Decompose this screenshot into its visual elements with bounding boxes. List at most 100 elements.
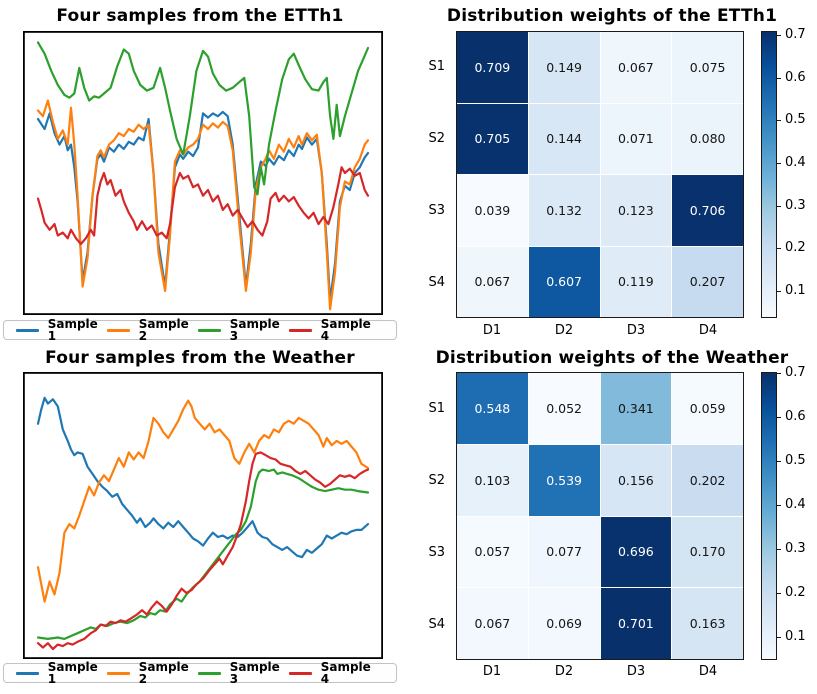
legend-label: Sample 3 <box>229 317 280 343</box>
legend-label: Sample 1 <box>47 660 98 686</box>
colorbar-tick-label: 0.1 <box>785 629 806 645</box>
heatmap-cell-S3-D1: 0.057 <box>457 516 528 588</box>
colorbar-tick-label: 0.7 <box>785 364 806 380</box>
row-label-S1: S1 <box>428 59 445 75</box>
heatmap-cell-S4-D1: 0.067 <box>457 246 528 317</box>
legend-label: Sample 2 <box>138 317 189 343</box>
colorbar-tick-mark <box>776 417 781 418</box>
colorbar-tick-mark <box>776 248 781 249</box>
etth1-colorbar: 0.1 0.2 0.3 0.4 0.5 0.6 0.7 <box>761 27 806 318</box>
heatmap-cell-S4-D2: 0.607 <box>528 246 600 317</box>
heatmap-cell-S2-D3: 0.071 <box>600 103 672 174</box>
colorbar-tick-label: 0.1 <box>785 282 806 298</box>
heatmap-cell-S4-D1: 0.067 <box>457 588 528 659</box>
row-label-S1: S1 <box>428 400 445 416</box>
colorbar-tick-label: 0.5 <box>785 112 806 128</box>
colorbar-tick-mark <box>776 593 781 595</box>
line-sample-2 <box>36 99 370 311</box>
row-label-S4: S4 <box>428 274 445 290</box>
legend-swatch <box>289 671 312 675</box>
heatmap-cell-S2-D3: 0.156 <box>600 444 672 516</box>
row-label-S3: S3 <box>428 202 445 218</box>
heatmap-cell-S1-D3: 0.341 <box>600 373 672 444</box>
legend-swatch <box>198 328 221 332</box>
colorbar-tick-mark <box>776 205 781 207</box>
legend-item-sample-4: Sample 4 <box>289 318 380 342</box>
colorbar-tick-label: 0.6 <box>785 409 806 424</box>
heatmap-cell-S1-D4: 0.059 <box>672 373 743 444</box>
colorbar-tick-mark <box>776 35 781 37</box>
legend-item-sample-1: Sample 1 <box>16 318 107 342</box>
weather-lines-title: Four samples from the Weather <box>45 348 355 368</box>
colorbar-tick-label: 0.7 <box>785 27 806 43</box>
legend-label: Sample 4 <box>320 660 371 686</box>
col-label-D1: D1 <box>482 664 502 679</box>
plot-border <box>23 372 383 659</box>
legend-label: Sample 2 <box>138 660 189 686</box>
heatmap-cell-S4-D3: 0.119 <box>600 246 672 317</box>
heatmap-cell-S3-D4: 0.706 <box>672 175 743 246</box>
heatmap-cell-S1-D3: 0.067 <box>600 32 672 103</box>
col-label-D2: D2 <box>554 323 574 338</box>
colorbar-tick-label: 0.4 <box>785 154 806 170</box>
legend-item-sample-2: Sample 2 <box>107 318 198 342</box>
weather-heatmap-row-labels: S1 S2 S3 S4 <box>420 372 452 660</box>
weather-line-plot <box>23 372 383 659</box>
colorbar-tick-mark <box>776 120 781 122</box>
heatmap-cell-S2-D2: 0.144 <box>528 103 600 174</box>
plot-border <box>23 31 383 315</box>
etth1-heatmap-col-labels: D1 D2 D3 D4 <box>456 323 744 339</box>
weather-heatmap-col-labels: D1 D2 D3 D4 <box>456 664 744 680</box>
colorbar-tick-mark <box>776 290 781 292</box>
legend-label: Sample 4 <box>320 317 371 343</box>
legend-item-sample-3: Sample 3 <box>198 661 289 685</box>
heatmap-cell-S3-D2: 0.132 <box>528 175 600 246</box>
colorbar-tick-mark <box>776 461 781 463</box>
heatmap-cell-S4-D2: 0.069 <box>528 588 600 659</box>
heatmap-cell-S2-D1: 0.705 <box>457 103 528 174</box>
colorbar-tick-mark <box>776 549 781 551</box>
colorbar-tick-label: 0.6 <box>785 69 806 85</box>
heatmap-cell-S4-D4: 0.207 <box>672 246 743 317</box>
weather-legend: Sample 1 Sample 2 Sample 3 Sample 4 <box>3 660 397 686</box>
line-sample-3 <box>36 468 370 640</box>
etth1-heatmap-grid: 0.709 0.149 0.067 0.075 0.705 0.144 0.071 0.080… <box>456 31 744 318</box>
line-sample-2 <box>36 399 370 603</box>
heatmap-cell-S2-D4: 0.080 <box>672 103 743 174</box>
colorbar-tick-label: 0.5 <box>785 453 806 469</box>
heatmap-cell-S3-D3: 0.696 <box>600 516 672 588</box>
heatmap-cell-S3-D1: 0.039 <box>457 175 528 246</box>
heatmap-cell-S3-D3: 0.123 <box>600 175 672 246</box>
heatmap-cell-S1-D1: 0.548 <box>457 373 528 444</box>
legend-swatch <box>16 328 39 332</box>
colorbar-tick-mark <box>776 372 781 374</box>
row-label-S2: S2 <box>428 472 445 488</box>
row-label-S4: S4 <box>428 616 445 632</box>
heatmap-cell-S4-D4: 0.163 <box>672 588 743 659</box>
colorbar-tick-label: 0.3 <box>785 197 806 213</box>
weather-heatmap-title: Distribution weights of the Weather <box>435 348 789 368</box>
colorbar-tick-mark <box>776 162 781 164</box>
line-sample-1 <box>36 396 370 559</box>
weather-heatmap-grid: 0.548 0.052 0.341 0.059 0.103 0.539 0.156 0.202… <box>456 372 744 660</box>
heatmap-cell-S1-D2: 0.052 <box>528 373 600 444</box>
colorbar-tick-label: 0.4 <box>785 497 806 513</box>
heatmap-cell-S2-D1: 0.103 <box>457 444 528 516</box>
row-label-S3: S3 <box>428 544 445 560</box>
heatmap-cell-S1-D1: 0.709 <box>457 32 528 103</box>
heatmap-cell-S3-D2: 0.077 <box>528 516 600 588</box>
legend-swatch <box>16 671 39 675</box>
colorbar-tick-label: 0.2 <box>785 585 806 601</box>
colorbar-tick-mark <box>776 77 781 79</box>
legend-swatch <box>198 671 221 675</box>
col-label-D4: D4 <box>698 323 718 338</box>
legend-label: Sample 1 <box>47 317 98 343</box>
heatmap-cell-S2-D2: 0.539 <box>528 444 600 516</box>
weather-colorbar: 0.1 0.2 0.3 0.4 0.5 0.6 0.7 <box>761 365 806 660</box>
legend-item-sample-4: Sample 4 <box>289 661 380 685</box>
row-label-S2: S2 <box>428 131 445 147</box>
etth1-heatmap-title: Distribution weights of the ETTh1 <box>446 6 778 26</box>
legend-swatch <box>289 328 312 332</box>
heatmap-cell-S1-D2: 0.149 <box>528 32 600 103</box>
